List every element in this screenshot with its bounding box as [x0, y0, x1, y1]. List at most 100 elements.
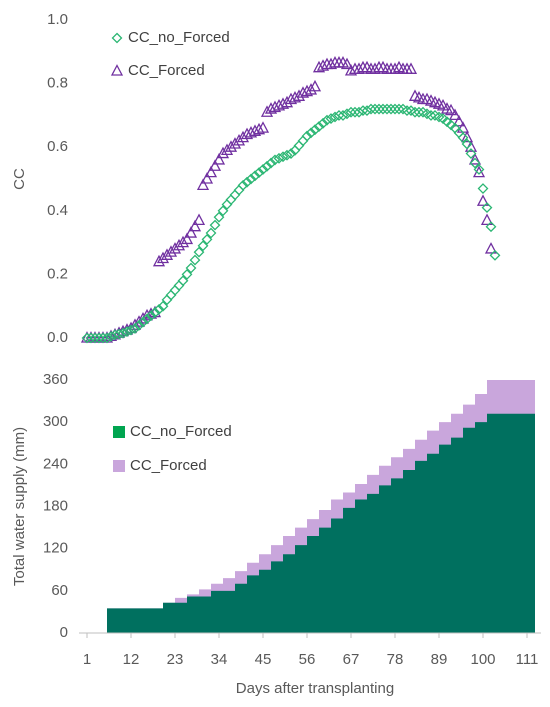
y-axis-title: CC: [11, 168, 28, 190]
y-tick-label: 300: [43, 413, 68, 430]
diamond-marker: [337, 109, 349, 121]
triangle-marker: [192, 213, 206, 225]
diamond-marker: [473, 164, 485, 175]
diamond-marker: [169, 284, 181, 296]
diamond-marker: [105, 330, 117, 342]
diamond-marker: [313, 121, 325, 132]
diamond-marker: [385, 103, 397, 115]
diamond-marker: [93, 332, 105, 344]
diamond-marker: [425, 109, 437, 121]
triangle-marker: [208, 159, 222, 171]
diamond-marker: [201, 234, 213, 245]
diamond-marker: [89, 332, 101, 344]
diamond-marker: [229, 189, 241, 201]
x-tick-label: 89: [431, 651, 448, 668]
diamond-marker: [153, 303, 165, 315]
legend-label: CC_no_Forced: [128, 29, 230, 46]
diamond-marker: [297, 135, 309, 147]
x-axis-title: Days after transplanting: [236, 680, 394, 697]
diamond-marker: [125, 324, 137, 336]
triangle-marker: [268, 100, 282, 113]
triangle-marker: [296, 86, 310, 98]
triangle-marker: [324, 57, 338, 70]
diamond-marker: [489, 249, 501, 261]
diamond-marker: [213, 211, 225, 223]
diamond-marker: [341, 108, 353, 120]
triangle-marker: [228, 137, 242, 149]
triangle-marker: [272, 98, 286, 111]
triangle-marker: [308, 79, 322, 92]
diamond-marker: [185, 262, 197, 274]
diamond-marker: [265, 157, 277, 169]
triangle-marker: [216, 146, 230, 159]
y-tick-label: 0.4: [47, 202, 68, 219]
diamond-marker: [373, 103, 385, 115]
legend-swatch: [113, 426, 125, 438]
diamond-marker: [129, 323, 141, 334]
triangle-marker: [132, 315, 146, 327]
diamond-marker: [101, 332, 113, 344]
triangle-marker: [224, 140, 238, 152]
triangle-marker: [452, 114, 466, 127]
diamond-marker: [197, 240, 209, 252]
diamond-marker: [117, 327, 129, 339]
diamond-marker: [225, 194, 237, 206]
triangle-marker: [480, 213, 494, 225]
diamond-marker: [393, 103, 405, 115]
y-tick-label: 60: [51, 582, 68, 599]
x-tick-label: 111: [516, 651, 539, 668]
diamond-marker: [177, 275, 189, 287]
triangle-marker: [340, 57, 354, 70]
triangle-marker: [196, 178, 210, 191]
diamond-marker: [257, 164, 269, 175]
triangle-marker: [460, 130, 474, 143]
triangle-marker: [176, 235, 190, 248]
triangle-marker: [264, 102, 278, 114]
diamond-marker: [433, 111, 445, 123]
triangle-marker: [204, 165, 218, 178]
diamond-marker: [181, 268, 193, 280]
diamond-marker: [137, 316, 149, 328]
x-tick-label: 56: [299, 651, 316, 668]
x-tick-label: 12: [123, 651, 140, 668]
x-tick-label: 23: [167, 651, 184, 668]
diamond-marker: [193, 246, 205, 258]
x-tick-label: 78: [387, 651, 404, 668]
diamond-marker: [149, 307, 161, 318]
y-tick-label: 0: [60, 624, 68, 641]
diamond-marker: [157, 300, 169, 312]
y-tick-label: 1.0: [47, 11, 68, 28]
diamond-marker: [305, 127, 317, 139]
diamond-marker: [457, 132, 469, 144]
triangle-marker: [180, 232, 194, 245]
triangle-marker: [232, 133, 246, 146]
diamond-marker: [277, 151, 289, 163]
legend-label: CC_Forced: [130, 457, 207, 474]
diamond-marker: [401, 105, 413, 117]
triangle-marker: [304, 83, 318, 95]
diamond-marker: [111, 32, 123, 44]
diamond-marker: [421, 108, 433, 120]
diamond-marker: [293, 140, 305, 152]
y-tick-label: 0.6: [47, 138, 68, 155]
triangle-marker: [188, 219, 202, 232]
y-tick-label: 0.0: [47, 329, 68, 346]
diamond-marker: [461, 138, 473, 150]
triangle-marker: [344, 63, 358, 76]
triangle-marker: [388, 62, 402, 74]
triangle-marker: [368, 62, 382, 74]
legend-swatch: [113, 460, 125, 472]
triangle-marker: [468, 153, 482, 165]
diamond-marker: [269, 154, 281, 166]
diamond-marker: [261, 160, 273, 172]
diamond-marker: [209, 219, 221, 231]
triangle-marker: [168, 242, 182, 254]
diamond-marker: [365, 103, 377, 115]
diamond-marker: [121, 326, 133, 338]
diamond-marker: [85, 332, 97, 344]
diamond-marker: [173, 280, 185, 291]
diamond-marker: [325, 113, 337, 124]
triangle-marker: [352, 62, 366, 74]
triangle-marker: [404, 62, 418, 74]
triangle-marker: [110, 64, 124, 76]
